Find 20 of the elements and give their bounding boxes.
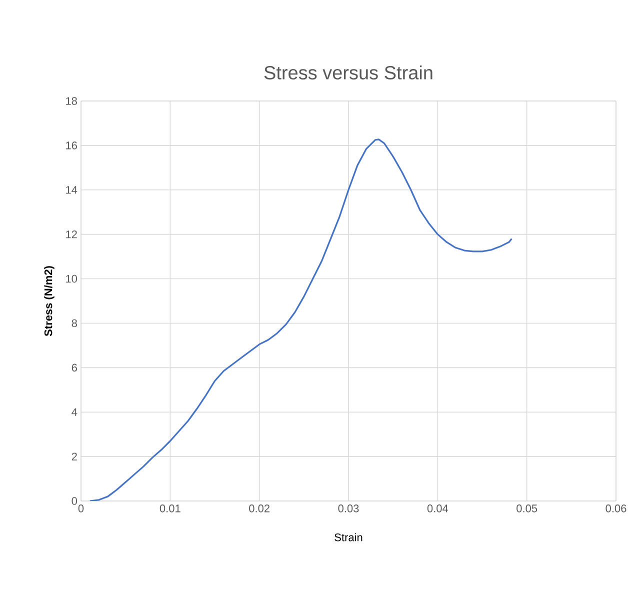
x-tick-label: 0.04 [427, 504, 448, 512]
x-axis-title: Strain [334, 533, 362, 542]
x-tick-label: 0.02 [249, 504, 270, 512]
y-tick-label: 16 [66, 142, 77, 150]
x-tick-label: 0.03 [338, 504, 359, 512]
y-tick-label: 10 [66, 274, 78, 283]
y-axis-title: Stress (N/m2) [44, 266, 54, 336]
y-tick-label: 4 [72, 408, 78, 416]
chart-title: Stress versus Strain [264, 66, 432, 80]
x-tick-label: 0 [78, 504, 84, 512]
y-tick-label: 12 [66, 230, 77, 238]
y-tick-label: 2 [72, 452, 77, 460]
y-tick-label: 18 [66, 97, 77, 105]
y-tick-label: 0 [72, 497, 78, 505]
x-tick-label: 0.06 [606, 504, 626, 512]
x-tick-label: 0.01 [160, 504, 180, 512]
x-tick-label: 0.05 [516, 504, 538, 512]
y-tick-label: 14 [66, 186, 78, 194]
y-tick-label: 6 [72, 364, 77, 372]
y-tick-label: 8 [72, 319, 77, 328]
